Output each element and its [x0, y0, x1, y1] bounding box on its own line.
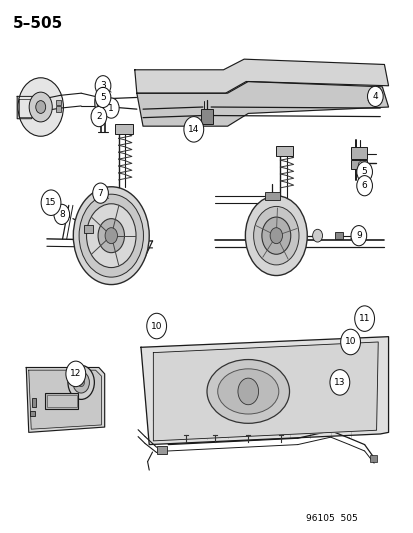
Text: 12: 12: [70, 369, 81, 378]
Circle shape: [29, 92, 52, 122]
Text: 4: 4: [372, 92, 377, 101]
Text: 5: 5: [100, 93, 106, 102]
Polygon shape: [28, 370, 101, 429]
Circle shape: [68, 366, 94, 399]
Circle shape: [146, 313, 166, 339]
Text: 5: 5: [361, 167, 367, 176]
Circle shape: [354, 306, 374, 332]
Text: 2: 2: [96, 112, 102, 121]
Circle shape: [54, 204, 69, 224]
Circle shape: [253, 206, 298, 265]
Bar: [56, 107, 61, 112]
Bar: [156, 446, 166, 454]
Circle shape: [358, 162, 362, 167]
Ellipse shape: [217, 369, 278, 414]
Circle shape: [261, 217, 290, 254]
Bar: [334, 232, 342, 239]
Circle shape: [103, 98, 119, 118]
Circle shape: [78, 378, 84, 386]
Ellipse shape: [206, 360, 289, 423]
Bar: [369, 455, 377, 462]
Text: 3: 3: [100, 81, 106, 90]
Circle shape: [86, 204, 136, 268]
Polygon shape: [137, 82, 388, 126]
Bar: [30, 411, 34, 416]
Circle shape: [269, 228, 282, 244]
Circle shape: [91, 107, 107, 127]
Circle shape: [95, 76, 111, 96]
Circle shape: [95, 87, 111, 108]
Circle shape: [237, 378, 258, 405]
Polygon shape: [141, 337, 388, 445]
Text: 5–505: 5–505: [13, 15, 63, 30]
Circle shape: [73, 187, 149, 285]
Circle shape: [73, 372, 89, 393]
Circle shape: [98, 219, 124, 253]
Circle shape: [356, 162, 372, 182]
Circle shape: [356, 175, 372, 196]
Bar: [114, 124, 133, 134]
Bar: [32, 398, 36, 407]
Circle shape: [340, 329, 360, 355]
Polygon shape: [19, 99, 31, 117]
Text: 15: 15: [45, 198, 57, 207]
Polygon shape: [26, 368, 104, 432]
Bar: [56, 100, 61, 106]
Text: 6: 6: [361, 181, 367, 190]
Circle shape: [93, 183, 108, 203]
Circle shape: [18, 78, 63, 136]
Bar: [275, 147, 292, 156]
Polygon shape: [135, 59, 388, 93]
Polygon shape: [153, 342, 377, 441]
Circle shape: [41, 190, 61, 215]
Circle shape: [329, 369, 349, 395]
Circle shape: [245, 196, 306, 276]
Circle shape: [350, 225, 366, 246]
Text: 96105  505: 96105 505: [305, 514, 357, 523]
Circle shape: [183, 117, 203, 142]
Bar: [84, 224, 93, 233]
Circle shape: [312, 229, 322, 242]
Bar: [45, 393, 78, 409]
Text: 7: 7: [97, 189, 103, 198]
Ellipse shape: [95, 89, 111, 117]
Bar: [351, 147, 366, 159]
Circle shape: [367, 86, 382, 107]
Text: 14: 14: [188, 125, 199, 134]
Circle shape: [36, 101, 45, 114]
Polygon shape: [17, 96, 34, 119]
Text: 10: 10: [344, 337, 356, 346]
Text: 9: 9: [355, 231, 361, 240]
Ellipse shape: [97, 93, 109, 112]
Bar: [351, 160, 366, 169]
Text: 8: 8: [59, 210, 64, 219]
Bar: [47, 395, 76, 407]
Text: 13: 13: [333, 378, 345, 387]
Text: 10: 10: [151, 321, 162, 330]
Bar: [201, 109, 212, 124]
Circle shape: [66, 361, 85, 386]
Text: 11: 11: [358, 314, 370, 323]
Bar: [264, 191, 279, 199]
Text: 1: 1: [108, 103, 114, 112]
Circle shape: [105, 228, 117, 244]
Circle shape: [79, 194, 143, 277]
